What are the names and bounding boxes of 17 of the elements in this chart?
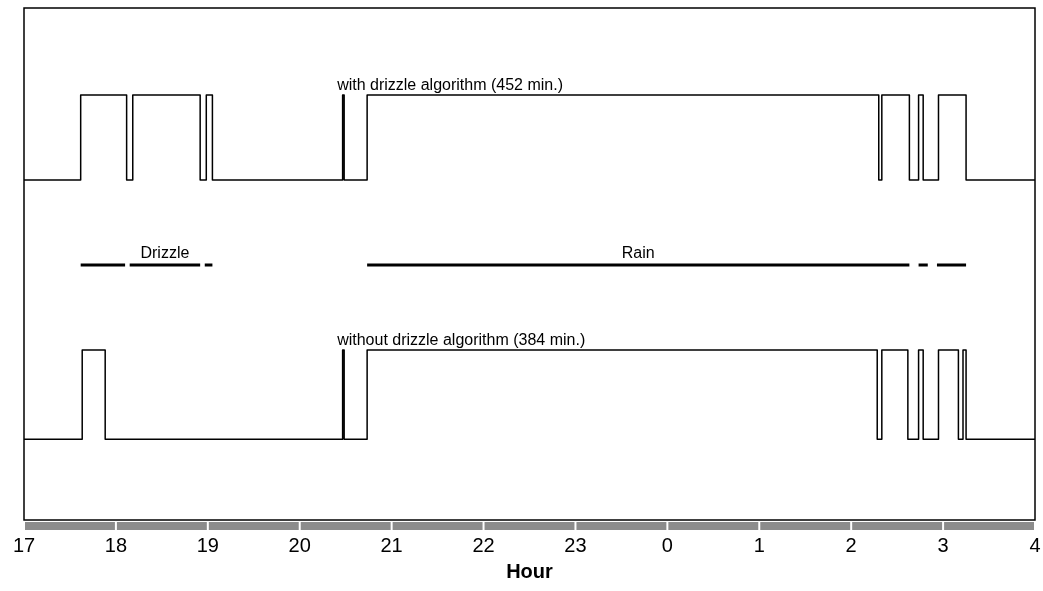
series-label: Drizzle xyxy=(140,244,190,262)
x-tick-label: 1 xyxy=(753,534,765,556)
x-axis-title: Hour xyxy=(506,560,554,582)
series-label: without drizzle algorithm (384 min.) xyxy=(336,331,586,349)
x-tick-label: 21 xyxy=(380,534,403,556)
series-label: Rain xyxy=(621,244,655,262)
x-tick-label: 0 xyxy=(661,534,673,556)
x-tick-label: 3 xyxy=(937,534,949,556)
x-tick-label: 23 xyxy=(564,534,587,556)
x-tick-label: 17 xyxy=(12,534,36,556)
x-tick-label: 19 xyxy=(196,534,219,556)
x-tick-label: 22 xyxy=(472,534,495,556)
x-tick-label: 2 xyxy=(845,534,857,556)
x-tick-label: 4 xyxy=(1029,534,1041,556)
series-label: with drizzle algorithm (452 min.) xyxy=(336,76,563,94)
x-tick-label: 18 xyxy=(104,534,128,556)
x-tick-label: 20 xyxy=(288,534,311,556)
